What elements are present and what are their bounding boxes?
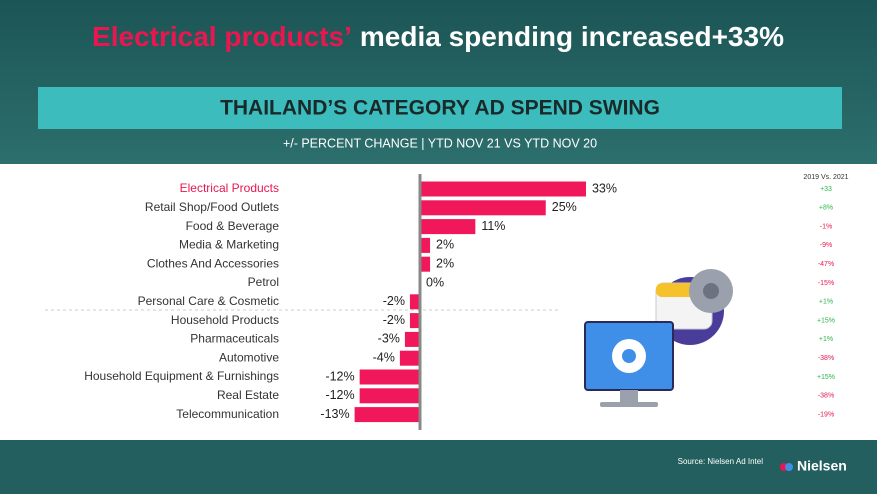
source: Source: Nielsen Ad Intel <box>678 457 764 466</box>
bar <box>399 350 420 366</box>
brand: Nielsen <box>797 458 847 474</box>
header-band <box>0 0 877 164</box>
category-label: Household Products <box>171 313 279 327</box>
bar <box>354 407 420 423</box>
chart-title: THAILAND’S CATEGORY AD SPEND SWING <box>220 97 660 120</box>
value-label: -12% <box>325 369 354 383</box>
comparison-label: -19% <box>818 411 834 418</box>
value-label: -12% <box>325 388 354 402</box>
category-label: Telecommunication <box>176 407 279 421</box>
comparison-label: +1% <box>819 336 833 343</box>
category-label: Personal Care & Cosmetic <box>138 294 279 308</box>
bar <box>404 331 420 347</box>
bar <box>420 256 431 272</box>
comparison-title: 2019 Vs. 2021 <box>803 174 848 181</box>
category-label: Electrical Products <box>180 181 279 195</box>
comparison-label: -9% <box>820 242 832 249</box>
bar <box>409 313 420 329</box>
monitor-stand <box>620 390 638 402</box>
gear-hole <box>622 349 636 363</box>
headline-rest: media spending increased+33% <box>360 21 784 52</box>
comparison-label: +1% <box>819 299 833 306</box>
value-label: -2% <box>383 313 405 327</box>
value-label: 33% <box>592 181 617 195</box>
headline-highlight: Electrical products’ <box>92 21 352 52</box>
bar <box>420 200 546 216</box>
value-label: -4% <box>373 350 395 364</box>
monitor-base <box>600 402 658 407</box>
comparison-label: +8% <box>819 205 833 212</box>
chart-subtitle: +/- PERCENT CHANGE | YTD NOV 21 VS YTD N… <box>283 136 597 150</box>
category-label: Food & Beverage <box>186 219 280 233</box>
comparison-label: -1% <box>820 223 832 230</box>
value-label: 25% <box>552 200 577 214</box>
category-label: Household Equipment & Furnishings <box>84 369 279 383</box>
value-label: 11% <box>481 219 505 233</box>
comparison-label: +33 <box>820 186 832 193</box>
bar-chart: Electrical Products 33% +33 Retail Shop/Foo… <box>84 174 849 430</box>
comparison-label: -15% <box>818 280 834 287</box>
fan-hub <box>703 283 719 299</box>
bar <box>359 369 420 385</box>
bar <box>409 294 420 310</box>
category-label: Automotive <box>219 350 279 364</box>
category-label: Media & Marketing <box>179 238 279 252</box>
category-label: Clothes And Accessories <box>147 256 279 270</box>
comparison-label: +15% <box>817 317 835 324</box>
brand-icon <box>785 463 793 471</box>
category-label: Retail Shop/Food Outlets <box>145 200 279 214</box>
bar <box>420 237 431 253</box>
bar <box>420 219 476 235</box>
comparison-label: -38% <box>818 393 834 400</box>
headline: Electrical products’ media spending incre… <box>92 21 784 52</box>
bar <box>359 388 420 404</box>
footer-band <box>0 440 877 494</box>
value-label: 0% <box>426 275 444 289</box>
category-label: Real Estate <box>217 388 279 402</box>
comparison-label: -38% <box>818 355 834 362</box>
value-label: 2% <box>436 238 454 252</box>
bar <box>420 181 586 197</box>
value-label: -13% <box>320 407 349 421</box>
value-label: 2% <box>436 256 454 270</box>
title-banner <box>38 87 842 129</box>
value-label: -3% <box>378 332 400 346</box>
category-label: Pharmaceuticals <box>190 332 279 346</box>
value-label: -2% <box>383 294 405 308</box>
comparison-label: +15% <box>817 374 835 381</box>
illustration <box>584 269 733 407</box>
comparison-label: -47% <box>818 261 834 268</box>
category-label: Petrol <box>248 275 279 289</box>
